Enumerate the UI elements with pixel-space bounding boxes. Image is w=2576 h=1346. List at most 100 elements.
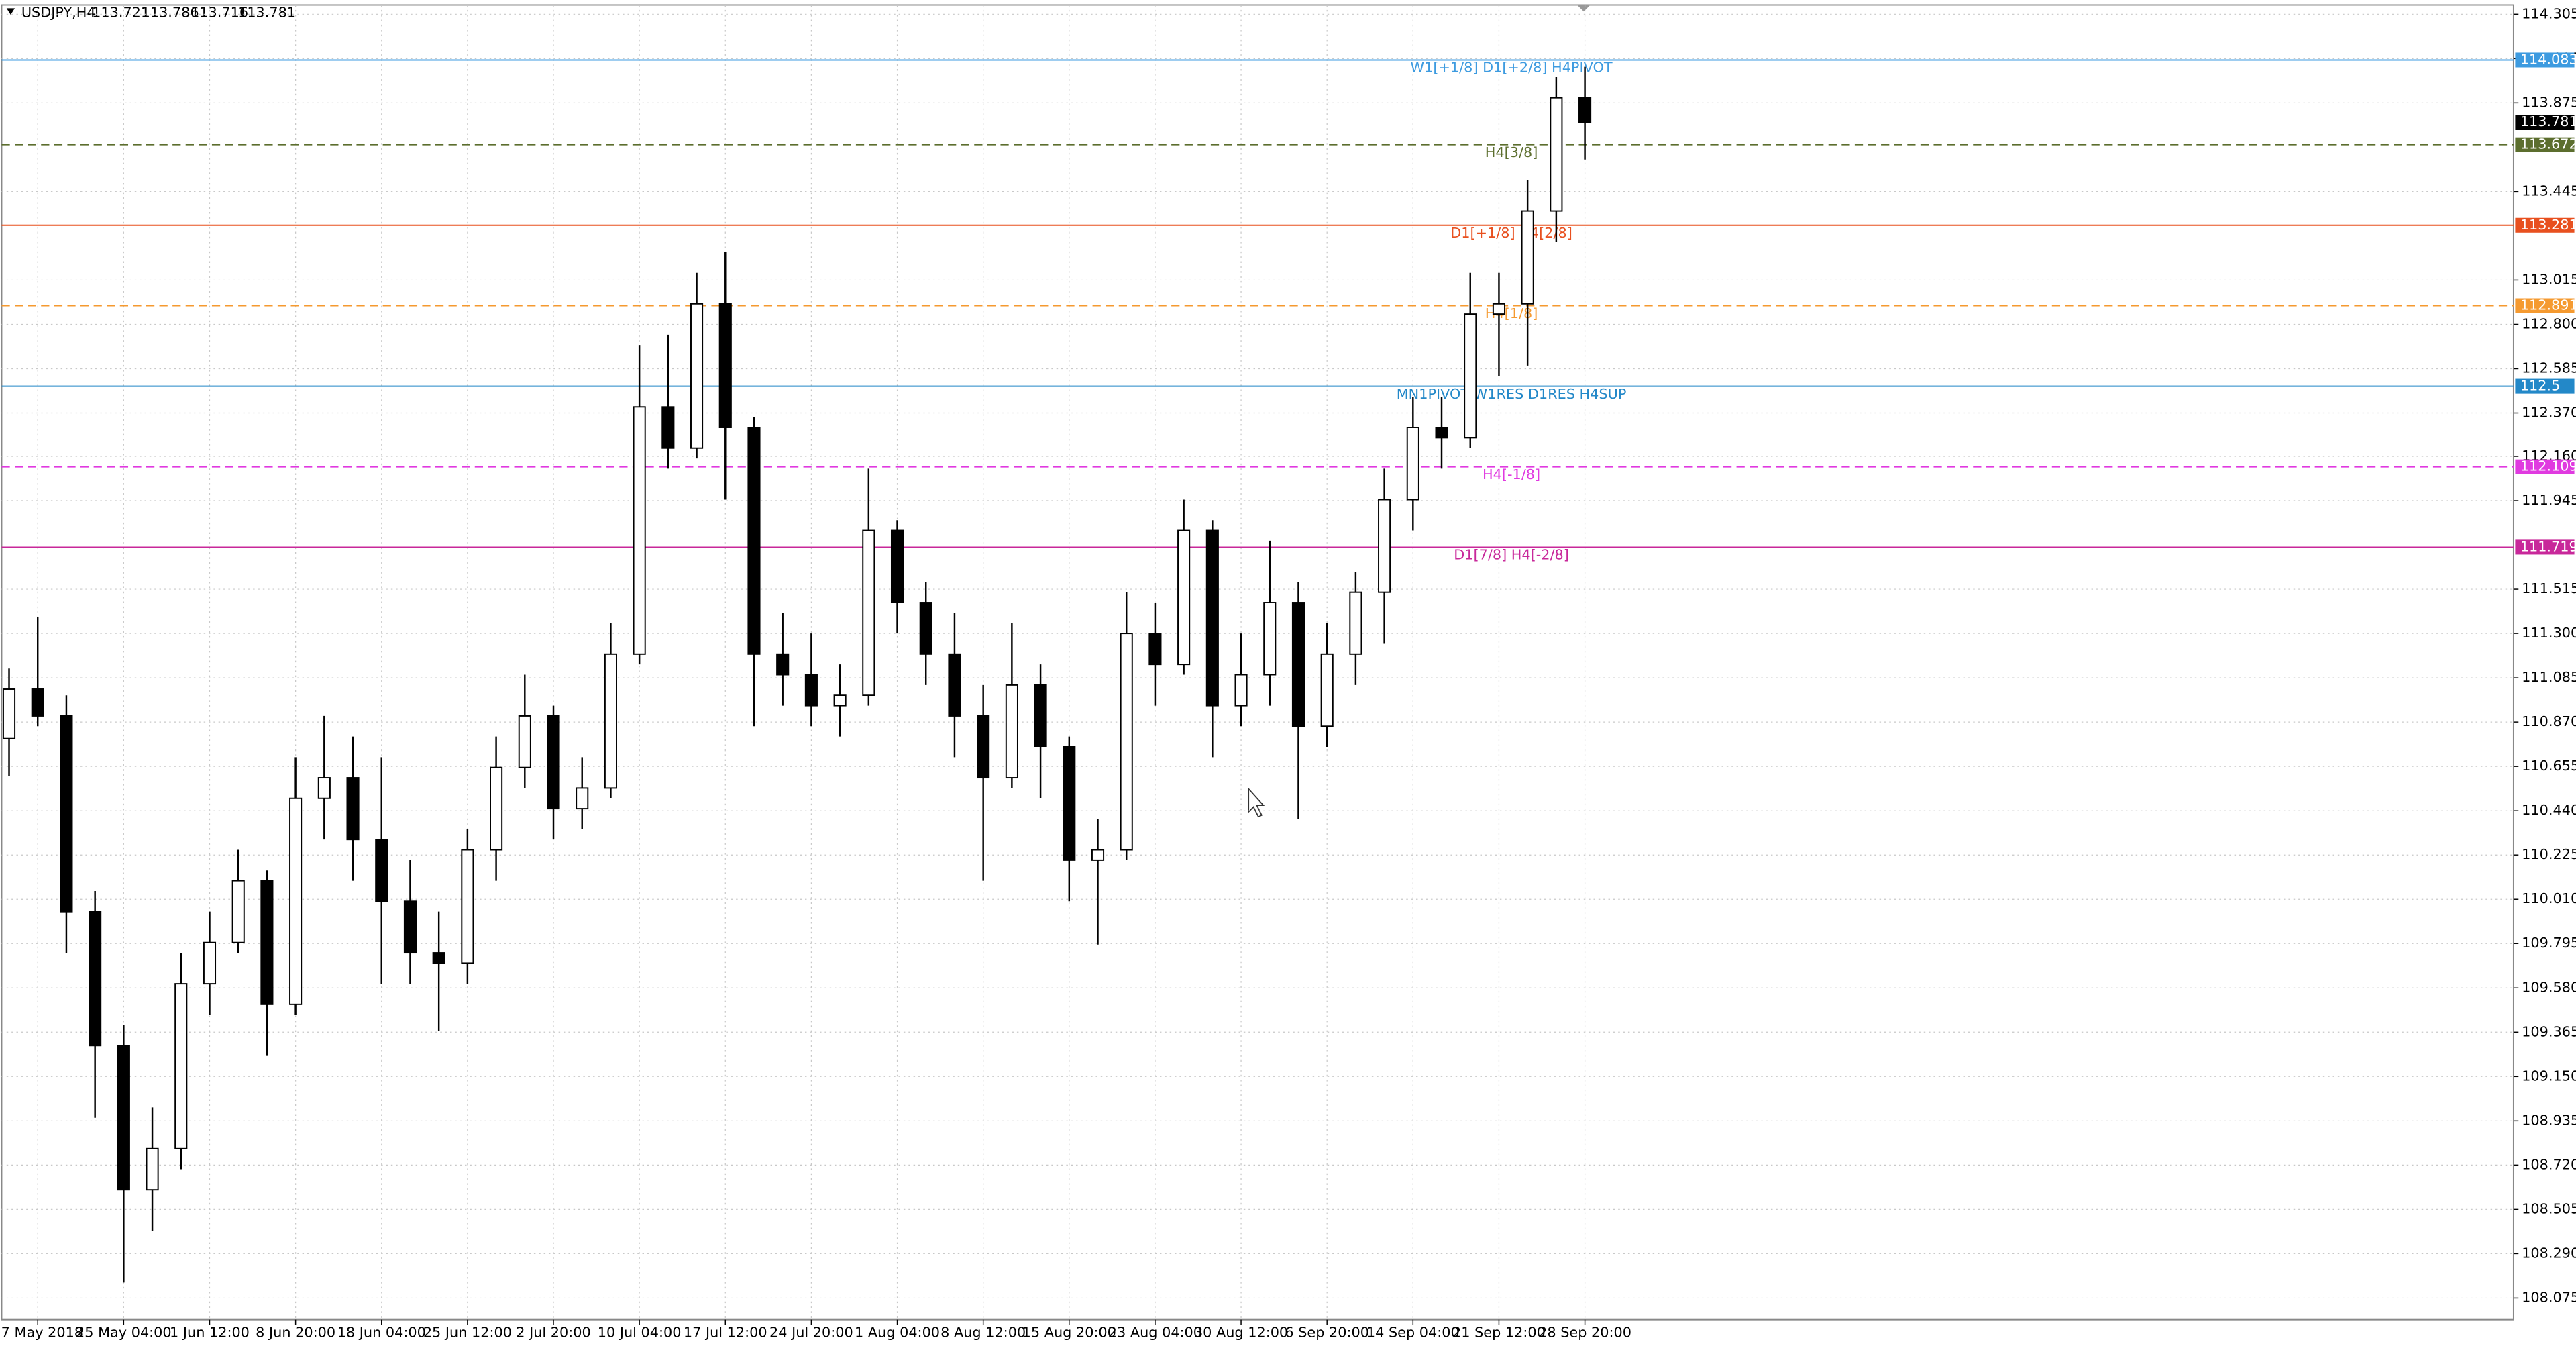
x-tick-label: 2 Jul 20:00 xyxy=(516,1324,590,1340)
price-tag-label: 114.083 xyxy=(2520,51,2576,67)
candle-body xyxy=(317,777,331,799)
price-tag xyxy=(2515,539,2575,555)
shift-marker xyxy=(1577,5,1591,12)
last-price-label: 113.781 xyxy=(2520,113,2576,130)
price-tag xyxy=(2515,298,2575,313)
candle-body xyxy=(661,406,675,449)
level-label: H4[3/8] xyxy=(1485,144,1538,160)
candle-body xyxy=(977,715,990,779)
candle-body xyxy=(490,766,503,851)
price-tag xyxy=(2515,217,2575,233)
y-tick-label: 110.655 xyxy=(2522,758,2576,774)
y-tick-label: 108.720 xyxy=(2522,1156,2576,1172)
candle-body xyxy=(1320,653,1334,727)
candle-body xyxy=(547,715,560,810)
last-price-tag xyxy=(2515,115,2575,130)
x-tick-label: 17 May 2018 xyxy=(0,1324,83,1340)
candle-body xyxy=(231,880,245,943)
x-tick-label: 21 Sep 12:00 xyxy=(1452,1324,1546,1340)
y-tick-label: 113.015 xyxy=(2522,271,2576,287)
candle-body xyxy=(518,715,531,768)
x-tick-label: 1 Aug 04:00 xyxy=(855,1324,940,1340)
candle-body xyxy=(31,688,44,717)
candle-body xyxy=(776,653,790,676)
y-tick-label: 110.870 xyxy=(2522,713,2576,729)
candle-body xyxy=(1034,684,1047,747)
level-label: W1[+1/8] D1[+2/8] H4PIVOT xyxy=(1411,60,1613,76)
x-tick-label: 23 Aug 04:00 xyxy=(1108,1324,1202,1340)
y-tick-label: 108.075 xyxy=(2522,1289,2576,1305)
x-tick-label: 15 Aug 20:00 xyxy=(1022,1324,1116,1340)
x-tick-label: 28 Sep 20:00 xyxy=(1538,1324,1631,1340)
ohlc-high: 113.786 xyxy=(142,5,199,21)
y-tick-label: 109.365 xyxy=(2522,1023,2576,1039)
candle-body xyxy=(1349,591,1362,655)
candle-body xyxy=(89,911,102,1047)
candle-body xyxy=(1435,427,1448,439)
menu-arrow[interactable] xyxy=(6,8,15,15)
level-label: H4[-1/8] xyxy=(1483,466,1540,482)
price-tag-label: 111.719 xyxy=(2520,538,2576,554)
y-tick-label: 110.225 xyxy=(2522,846,2576,862)
x-tick-label: 25 Jun 12:00 xyxy=(423,1324,512,1340)
candle-body xyxy=(346,777,360,841)
candle-body xyxy=(1578,97,1592,123)
y-tick-label: 112.370 xyxy=(2522,405,2576,421)
candle-body xyxy=(289,797,303,1005)
y-tick-label: 108.935 xyxy=(2522,1112,2576,1128)
candle-body xyxy=(1091,849,1105,861)
y-tick-label: 113.445 xyxy=(2522,183,2576,199)
level-label: D1[+1/8] H4[2/8] xyxy=(1450,225,1572,241)
candle-body xyxy=(576,787,589,810)
y-tick-label: 111.515 xyxy=(2522,580,2576,597)
x-tick-label: 6 Sep 20:00 xyxy=(1285,1324,1369,1340)
ohlc-close: 113.781 xyxy=(238,5,296,21)
y-tick-label: 110.440 xyxy=(2522,802,2576,818)
candle-body xyxy=(1550,97,1563,212)
y-tick-label: 111.945 xyxy=(2522,492,2576,508)
price-tag xyxy=(2515,137,2575,152)
candle-body xyxy=(833,694,847,707)
y-tick-label: 111.085 xyxy=(2522,669,2576,685)
candle-body xyxy=(146,1147,159,1191)
symbol: USDJPY,H4 xyxy=(21,5,96,21)
candle-body xyxy=(1148,633,1162,666)
x-tick-label: 24 Jul 20:00 xyxy=(769,1324,853,1340)
candle-body xyxy=(1378,499,1391,593)
y-tick-label: 108.290 xyxy=(2522,1245,2576,1261)
y-tick-label: 110.010 xyxy=(2522,890,2576,907)
candle-body xyxy=(948,653,961,717)
price-tag xyxy=(2515,459,2575,474)
y-tick-label: 111.300 xyxy=(2522,625,2576,641)
candle-body xyxy=(1263,602,1277,676)
y-tick-label: 109.580 xyxy=(2522,979,2576,995)
candle-body xyxy=(718,303,732,428)
x-tick-label: 8 Jun 20:00 xyxy=(256,1324,335,1340)
plot-frame xyxy=(1,4,2514,1321)
ohlc-open: 113.721 xyxy=(92,5,150,21)
candle-body xyxy=(1063,746,1076,861)
candle-body xyxy=(1120,633,1133,851)
candle-body xyxy=(375,839,388,902)
candle-body xyxy=(432,952,445,964)
candle-body xyxy=(174,983,188,1149)
candle-body xyxy=(804,674,818,707)
candle-body xyxy=(890,529,904,604)
ohlc-low: 113.716 xyxy=(191,5,248,21)
price-tag xyxy=(2515,378,2575,394)
x-tick-label: 8 Aug 12:00 xyxy=(941,1324,1026,1340)
y-tick-label: 109.150 xyxy=(2522,1068,2576,1084)
y-tick-label: 112.585 xyxy=(2522,360,2576,376)
x-tick-label: 14 Sep 04:00 xyxy=(1366,1324,1460,1340)
level-label: MN1PIVOT W1RES D1RES H4SUP xyxy=(1397,386,1627,402)
candle-body xyxy=(1406,427,1419,501)
x-tick-label: 25 May 04:00 xyxy=(76,1324,172,1340)
x-tick-label: 30 Aug 12:00 xyxy=(1194,1324,1288,1340)
candle-body xyxy=(1464,313,1477,439)
candle-body xyxy=(1492,303,1506,315)
candle-body xyxy=(260,880,274,1005)
candle-body xyxy=(633,406,646,655)
candle-body xyxy=(2,688,16,739)
level-label: D1[7/8] H4[-2/8] xyxy=(1454,547,1569,563)
